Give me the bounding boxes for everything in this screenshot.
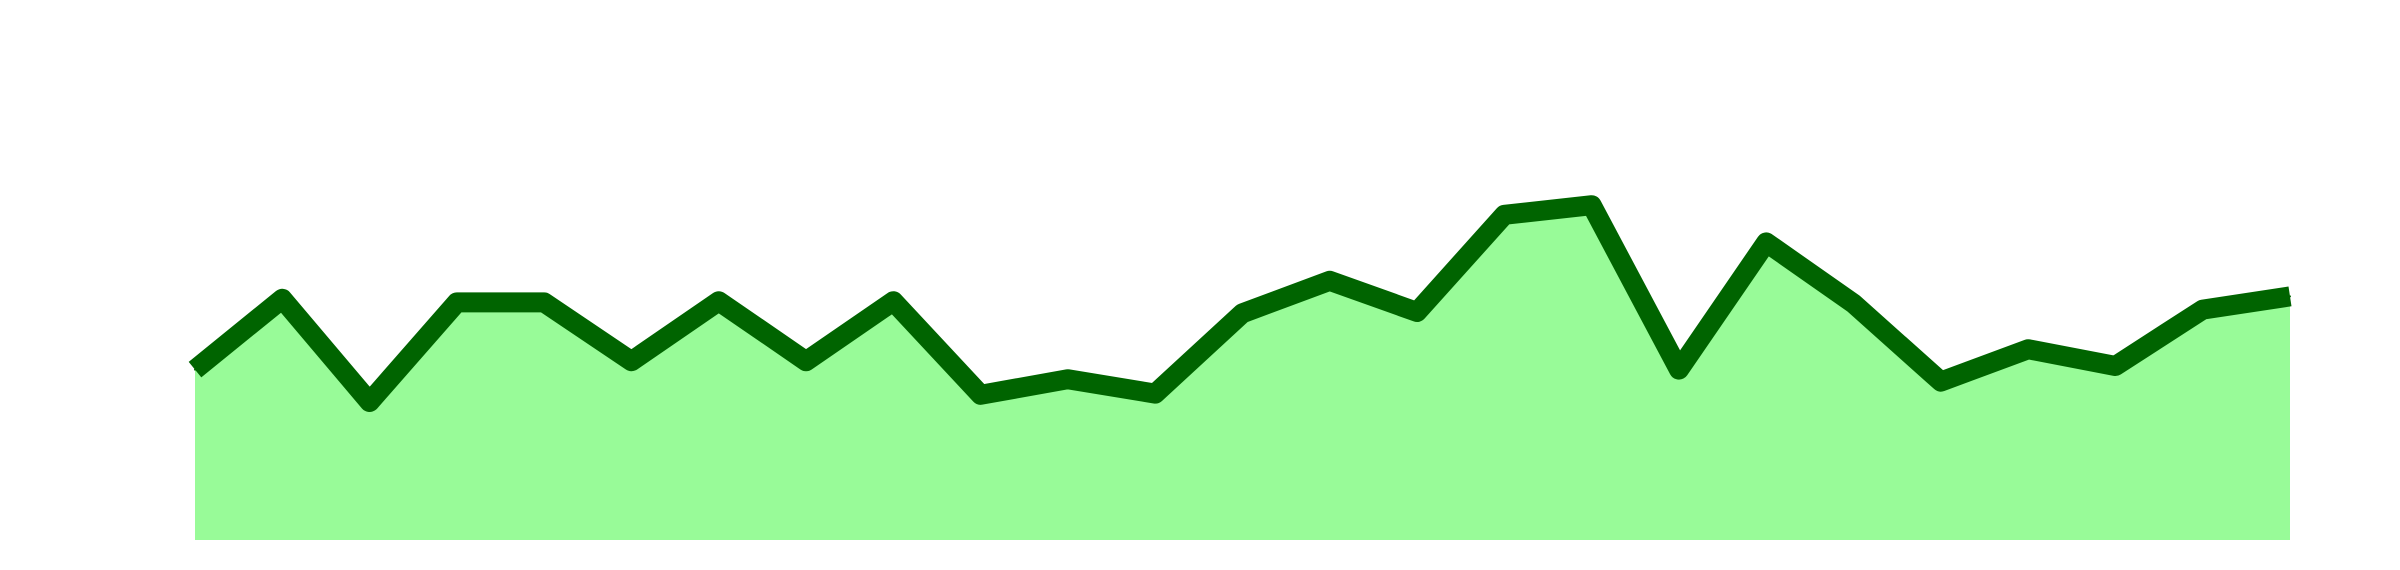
data-point <box>1416 311 1419 313</box>
data-point <box>805 360 808 363</box>
data-point <box>194 368 196 371</box>
data-point <box>1677 368 1680 371</box>
series-area <box>195 205 2290 540</box>
data-point <box>2027 348 2030 351</box>
data-point <box>281 297 284 300</box>
data-point <box>892 300 895 303</box>
data-point <box>2289 295 2291 298</box>
data-point <box>1852 302 1855 305</box>
data-point <box>2114 365 2117 367</box>
data-point <box>1328 279 1331 282</box>
data-point <box>1503 213 1506 216</box>
data-point <box>1154 392 1157 395</box>
data-point <box>1066 378 1069 381</box>
point-layer <box>194 204 2291 403</box>
data-point <box>368 401 371 403</box>
data-point <box>630 360 633 363</box>
data-point <box>1939 380 1942 383</box>
data-point <box>1765 241 1768 244</box>
data-point <box>455 301 458 304</box>
data-point <box>543 301 546 304</box>
area-layer <box>195 205 2290 540</box>
data-point <box>1241 312 1244 315</box>
data-point <box>2201 308 2204 311</box>
data-point <box>1590 204 1593 207</box>
data-point <box>979 393 982 396</box>
data-point <box>717 300 720 303</box>
